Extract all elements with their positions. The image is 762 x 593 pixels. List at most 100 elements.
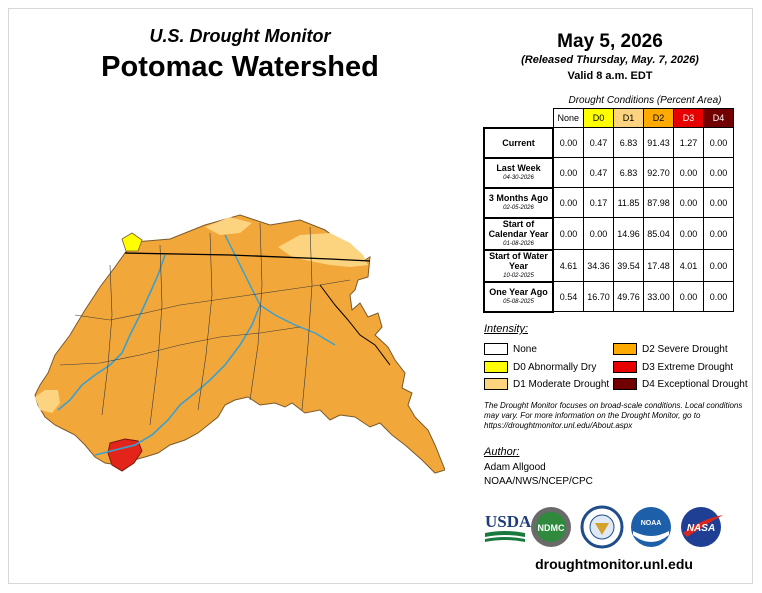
table-cell: 0.00 xyxy=(673,187,704,218)
row-label: Start of Water Year 10-02-2025 xyxy=(483,248,554,283)
table-cell: 16.70 xyxy=(583,281,614,312)
nasa-logo-text: NASA xyxy=(687,523,715,534)
state-boundary xyxy=(124,252,371,262)
agency-logos: USDA NDMC NOAA NASA xyxy=(485,505,723,549)
col-header-d1: D1 xyxy=(613,108,644,128)
map-date: May 5, 2026 xyxy=(557,31,663,52)
row-label-text: 3 Months Ago xyxy=(488,192,549,203)
row-label: Start of Calendar Year 01-08-2026 xyxy=(483,216,554,251)
legend-label: None xyxy=(513,343,537,355)
table-cell: 87.98 xyxy=(643,187,674,218)
river xyxy=(224,234,336,346)
col-header-d2: D2 xyxy=(643,108,674,128)
site-url[interactable]: droughtmonitor.unl.edu xyxy=(535,556,693,572)
table-cell: 0.00 xyxy=(552,217,584,250)
table-cell: 0.54 xyxy=(552,281,584,312)
usda-field-icon xyxy=(485,531,525,537)
table-corner xyxy=(484,109,553,128)
row-label-text: Start of Water Year xyxy=(489,250,548,271)
d0-abnormally-dry-region xyxy=(121,232,143,252)
table-cell: 6.83 xyxy=(613,157,644,188)
county-boundaries xyxy=(59,222,351,426)
legend-label: D0 Abnormally Dry xyxy=(513,361,597,373)
table-cell: 0.00 xyxy=(552,157,584,188)
state-boundary xyxy=(319,284,391,366)
valid-time: Valid 8 a.m. EDT xyxy=(567,70,653,82)
watershed-map xyxy=(34,214,445,474)
legend-label: D4 Exceptional Drought xyxy=(642,378,748,390)
table-cell: 14.96 xyxy=(613,217,644,250)
col-header-d0: D0 xyxy=(583,108,614,128)
d3-extreme-region xyxy=(107,438,143,472)
table-row: One Year Ago 05-08-2025 0.54 16.70 49.76 33.0… xyxy=(483,280,734,313)
release-date: (Released Thursday, May. 7, 2026) xyxy=(521,54,699,66)
legend-item-d2: D2 Severe Drought xyxy=(613,342,728,356)
usda-logo-text: USDA xyxy=(485,512,532,531)
table-cell: 0.47 xyxy=(583,127,614,158)
legend-heading: Intensity: xyxy=(484,323,529,335)
row-label-text: Start of Calendar Year xyxy=(488,218,549,239)
author-org: NOAA/NWS/NCEP/CPC xyxy=(484,476,593,487)
legend-item-d3: D3 Extreme Drought xyxy=(613,360,733,374)
row-label: Last Week 04-30-2026 xyxy=(483,156,554,189)
table-cell: 0.00 xyxy=(703,281,734,312)
drought-stats-table: None D0 D1 D2 D3 D4 Current 0.00 0.47 6.83 9… xyxy=(483,108,734,313)
doc-seal-logo xyxy=(580,505,624,549)
table-cell: 6.83 xyxy=(613,127,644,158)
d1-moderate-region xyxy=(278,233,368,267)
table-row: Start of Calendar Year 01-08-2026 0.00 0.00… xyxy=(483,216,734,251)
author-name: Adam Allgood xyxy=(484,462,546,473)
table-cell: 11.85 xyxy=(613,187,644,218)
legend-swatch xyxy=(613,361,637,373)
table-cell: 91.43 xyxy=(643,127,674,158)
table-cell: 49.76 xyxy=(613,281,644,312)
table-header-row: None D0 D1 D2 D3 D4 xyxy=(484,108,734,128)
table-cell: 17.48 xyxy=(643,249,674,282)
row-label: Current xyxy=(483,126,554,159)
table-cell: 0.00 xyxy=(673,281,704,312)
legend-label: D1 Moderate Drought xyxy=(513,378,610,390)
eagle-shield-icon xyxy=(595,523,609,535)
row-label: One Year Ago 05-08-2025 xyxy=(483,280,554,313)
table-row: 3 Months Ago 02-05-2026 0.00 0.17 11.85 87.98… xyxy=(483,186,734,219)
table-cell: 34.36 xyxy=(583,249,614,282)
legend-label: D3 Extreme Drought xyxy=(642,361,734,373)
table-cell: 33.00 xyxy=(643,281,674,312)
table-cell: 0.47 xyxy=(583,157,614,188)
table-cell: 0.00 xyxy=(673,157,704,188)
row-date: 01-08-2026 xyxy=(503,240,534,247)
legend-item-d4: D4 Exceptional Drought xyxy=(613,377,748,391)
table-row: Start of Water Year 10-02-2025 4.61 34.36 39… xyxy=(483,248,734,283)
nasa-logo: NASA xyxy=(681,507,723,547)
col-header-d3: D3 xyxy=(673,108,704,128)
table-cell: 0.00 xyxy=(583,217,614,250)
page-frame xyxy=(8,8,753,584)
legend-item-none: None xyxy=(484,342,537,356)
row-date: 04-30-2026 xyxy=(503,174,534,181)
table-cell: 0.00 xyxy=(673,217,704,250)
col-header-none: None xyxy=(552,108,584,128)
noaa-logo-text: NOAA xyxy=(641,520,662,527)
table-row: Current 0.00 0.47 6.83 91.43 1.27 0.00 xyxy=(483,126,734,159)
table-cell: 0.00 xyxy=(703,217,734,250)
table-cell: 0.00 xyxy=(703,249,734,282)
table-cell: 1.27 xyxy=(673,127,704,158)
table-row: Last Week 04-30-2026 0.00 0.47 6.83 92.70 0.00… xyxy=(483,156,734,189)
table-cell: 0.00 xyxy=(703,187,734,218)
legend-swatch xyxy=(484,343,508,355)
legend-swatch xyxy=(613,343,637,355)
legend-item-d1: D1 Moderate Drought xyxy=(484,377,609,391)
table-cell: 0.00 xyxy=(552,127,584,158)
river xyxy=(94,304,261,456)
table-caption: Drought Conditions (Percent Area) xyxy=(568,95,722,106)
ndmc-logo-text: NDMC xyxy=(538,523,565,533)
row-date: 02-05-2026 xyxy=(503,204,534,211)
noaa-logo: NOAA xyxy=(631,507,671,547)
table-cell: 4.61 xyxy=(552,249,584,282)
row-label-text: Current xyxy=(502,137,535,148)
legend-item-d0: D0 Abnormally Dry xyxy=(484,360,596,374)
monitor-title: U.S. Drought Monitor xyxy=(149,26,331,46)
table-cell: 0.00 xyxy=(552,187,584,218)
row-date: 05-08-2025 xyxy=(503,298,534,305)
table-cell: 0.17 xyxy=(583,187,614,218)
